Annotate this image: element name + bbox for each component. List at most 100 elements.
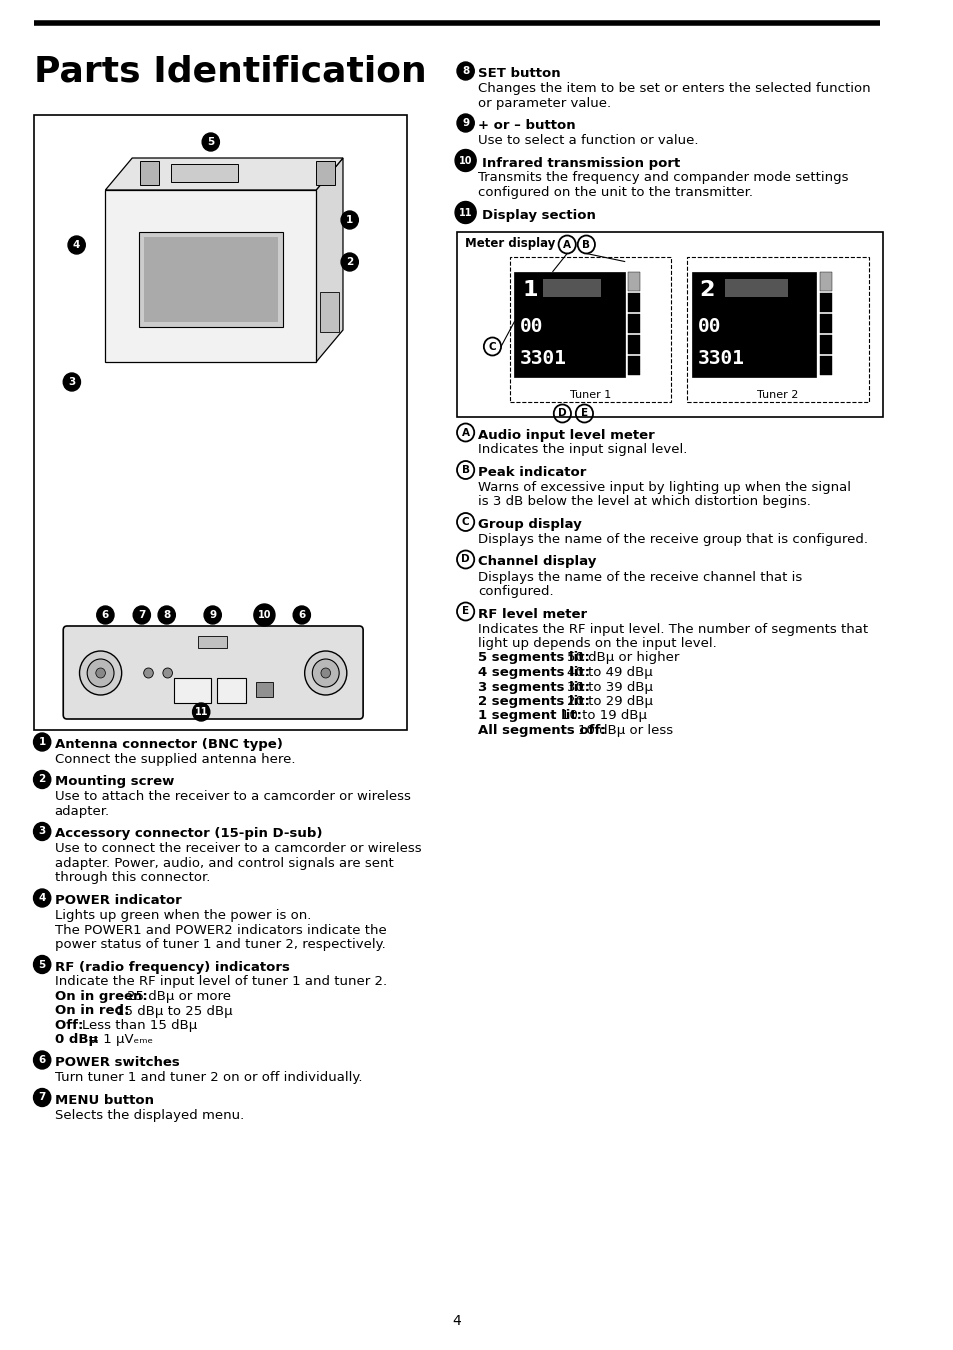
Text: 3: 3 bbox=[38, 826, 46, 837]
Text: 10: 10 bbox=[458, 155, 472, 166]
Text: 2: 2 bbox=[38, 775, 46, 784]
FancyBboxPatch shape bbox=[686, 256, 868, 401]
FancyBboxPatch shape bbox=[820, 313, 831, 332]
FancyBboxPatch shape bbox=[509, 256, 670, 401]
FancyBboxPatch shape bbox=[628, 313, 639, 332]
Text: + or – button: + or – button bbox=[477, 119, 575, 132]
Text: 2: 2 bbox=[699, 279, 714, 300]
Text: 5: 5 bbox=[207, 136, 214, 147]
Circle shape bbox=[68, 236, 85, 254]
Polygon shape bbox=[105, 190, 315, 362]
Text: Tuner 1: Tuner 1 bbox=[569, 390, 610, 401]
Text: 3: 3 bbox=[69, 377, 75, 387]
Text: configured on the unit to the transmitter.: configured on the unit to the transmitte… bbox=[477, 186, 752, 198]
Text: 15 dBμ to 25 dBμ: 15 dBμ to 25 dBμ bbox=[115, 1004, 233, 1018]
Text: Audio input level meter: Audio input level meter bbox=[477, 428, 654, 441]
Text: 10 to 19 dBμ: 10 to 19 dBμ bbox=[561, 710, 647, 722]
Text: Infrared transmission port: Infrared transmission port bbox=[481, 157, 679, 170]
Text: 4 segments lit:: 4 segments lit: bbox=[477, 666, 594, 679]
Text: Peak indicator: Peak indicator bbox=[477, 466, 586, 479]
Circle shape bbox=[95, 668, 105, 678]
FancyBboxPatch shape bbox=[691, 271, 816, 377]
FancyBboxPatch shape bbox=[198, 636, 227, 648]
Text: B: B bbox=[461, 464, 469, 475]
Text: 7: 7 bbox=[38, 1092, 46, 1103]
Circle shape bbox=[455, 150, 476, 171]
Circle shape bbox=[33, 956, 51, 973]
Text: 6: 6 bbox=[298, 610, 305, 620]
FancyBboxPatch shape bbox=[255, 682, 273, 697]
Text: Displays the name of the receive group that is configured.: Displays the name of the receive group t… bbox=[477, 533, 867, 545]
Text: power status of tuner 1 and tuner 2, respectively.: power status of tuner 1 and tuner 2, res… bbox=[54, 938, 385, 950]
Circle shape bbox=[320, 668, 330, 678]
Text: 2 segments lit:: 2 segments lit: bbox=[477, 695, 594, 707]
Text: Off:: Off: bbox=[54, 1019, 88, 1031]
Text: 11: 11 bbox=[194, 707, 208, 717]
Circle shape bbox=[202, 134, 219, 151]
Text: Indicates the input signal level.: Indicates the input signal level. bbox=[477, 444, 687, 456]
FancyBboxPatch shape bbox=[820, 271, 831, 290]
Text: is 3 dB below the level at which distortion begins.: is 3 dB below the level at which distort… bbox=[477, 495, 810, 509]
Text: = 1 μVₑₘₑ: = 1 μVₑₘₑ bbox=[88, 1034, 152, 1046]
Circle shape bbox=[79, 651, 122, 695]
Text: Parts Identification: Parts Identification bbox=[33, 55, 426, 89]
Text: Use to attach the receiver to a camcorder or wireless: Use to attach the receiver to a camcorde… bbox=[54, 791, 410, 803]
Text: Indicate the RF input level of tuner 1 and tuner 2.: Indicate the RF input level of tuner 1 a… bbox=[54, 976, 386, 988]
FancyBboxPatch shape bbox=[217, 678, 246, 703]
Text: POWER switches: POWER switches bbox=[54, 1056, 179, 1069]
Text: Selects the displayed menu.: Selects the displayed menu. bbox=[54, 1108, 244, 1122]
FancyBboxPatch shape bbox=[628, 335, 639, 354]
Text: All segments off:: All segments off: bbox=[477, 724, 610, 737]
Text: Meter display: Meter display bbox=[464, 236, 555, 250]
Text: 9: 9 bbox=[461, 117, 469, 128]
FancyBboxPatch shape bbox=[628, 293, 639, 312]
Circle shape bbox=[33, 822, 51, 841]
Text: configured.: configured. bbox=[477, 585, 553, 598]
FancyBboxPatch shape bbox=[820, 293, 831, 312]
Text: On in green:: On in green: bbox=[54, 990, 152, 1003]
Text: Changes the item to be set or enters the selected function: Changes the item to be set or enters the… bbox=[477, 82, 870, 94]
Text: 9: 9 bbox=[209, 610, 216, 620]
FancyBboxPatch shape bbox=[33, 115, 407, 730]
Polygon shape bbox=[315, 161, 335, 185]
Circle shape bbox=[144, 668, 153, 678]
FancyBboxPatch shape bbox=[63, 626, 363, 720]
FancyBboxPatch shape bbox=[171, 163, 237, 182]
Text: 3301: 3301 bbox=[519, 350, 567, 369]
FancyBboxPatch shape bbox=[514, 271, 624, 377]
FancyBboxPatch shape bbox=[628, 271, 639, 290]
Polygon shape bbox=[315, 158, 343, 362]
Text: Channel display: Channel display bbox=[477, 555, 596, 568]
Text: E: E bbox=[461, 606, 469, 617]
Text: Display section: Display section bbox=[481, 208, 596, 221]
Text: 1 segment lit:: 1 segment lit: bbox=[477, 710, 586, 722]
FancyBboxPatch shape bbox=[456, 231, 882, 417]
Circle shape bbox=[455, 201, 476, 224]
Text: adapter. Power, audio, and control signals are sent: adapter. Power, audio, and control signa… bbox=[54, 857, 393, 869]
Text: D: D bbox=[558, 409, 566, 418]
Text: 8: 8 bbox=[163, 610, 171, 620]
Text: RF (radio frequency) indicators: RF (radio frequency) indicators bbox=[54, 960, 289, 973]
Circle shape bbox=[304, 651, 347, 695]
FancyBboxPatch shape bbox=[139, 232, 282, 327]
Text: 3301: 3301 bbox=[697, 350, 743, 369]
FancyBboxPatch shape bbox=[542, 278, 600, 297]
Text: C: C bbox=[461, 517, 469, 526]
Text: 25 dBμ or more: 25 dBμ or more bbox=[127, 990, 231, 1003]
Text: A: A bbox=[461, 428, 469, 437]
Text: 4: 4 bbox=[72, 240, 80, 250]
Text: SET button: SET button bbox=[477, 68, 560, 80]
Text: Indicates the RF input level. The number of segments that: Indicates the RF input level. The number… bbox=[477, 622, 867, 636]
Text: Connect the supplied antenna here.: Connect the supplied antenna here. bbox=[54, 753, 294, 765]
Circle shape bbox=[33, 771, 51, 788]
Text: A: A bbox=[562, 239, 571, 250]
Text: The POWER1 and POWER2 indicators indicate the: The POWER1 and POWER2 indicators indicat… bbox=[54, 923, 386, 937]
Text: 4: 4 bbox=[452, 1314, 461, 1328]
Text: 00: 00 bbox=[519, 316, 543, 336]
Text: 6: 6 bbox=[38, 1054, 46, 1065]
Text: Accessory connector (15-pin D-sub): Accessory connector (15-pin D-sub) bbox=[54, 828, 322, 841]
Text: Warns of excessive input by lighting up when the signal: Warns of excessive input by lighting up … bbox=[477, 481, 850, 494]
Text: Tuner 2: Tuner 2 bbox=[757, 390, 798, 401]
Text: 10: 10 bbox=[257, 610, 271, 620]
Text: adapter.: adapter. bbox=[54, 805, 110, 818]
